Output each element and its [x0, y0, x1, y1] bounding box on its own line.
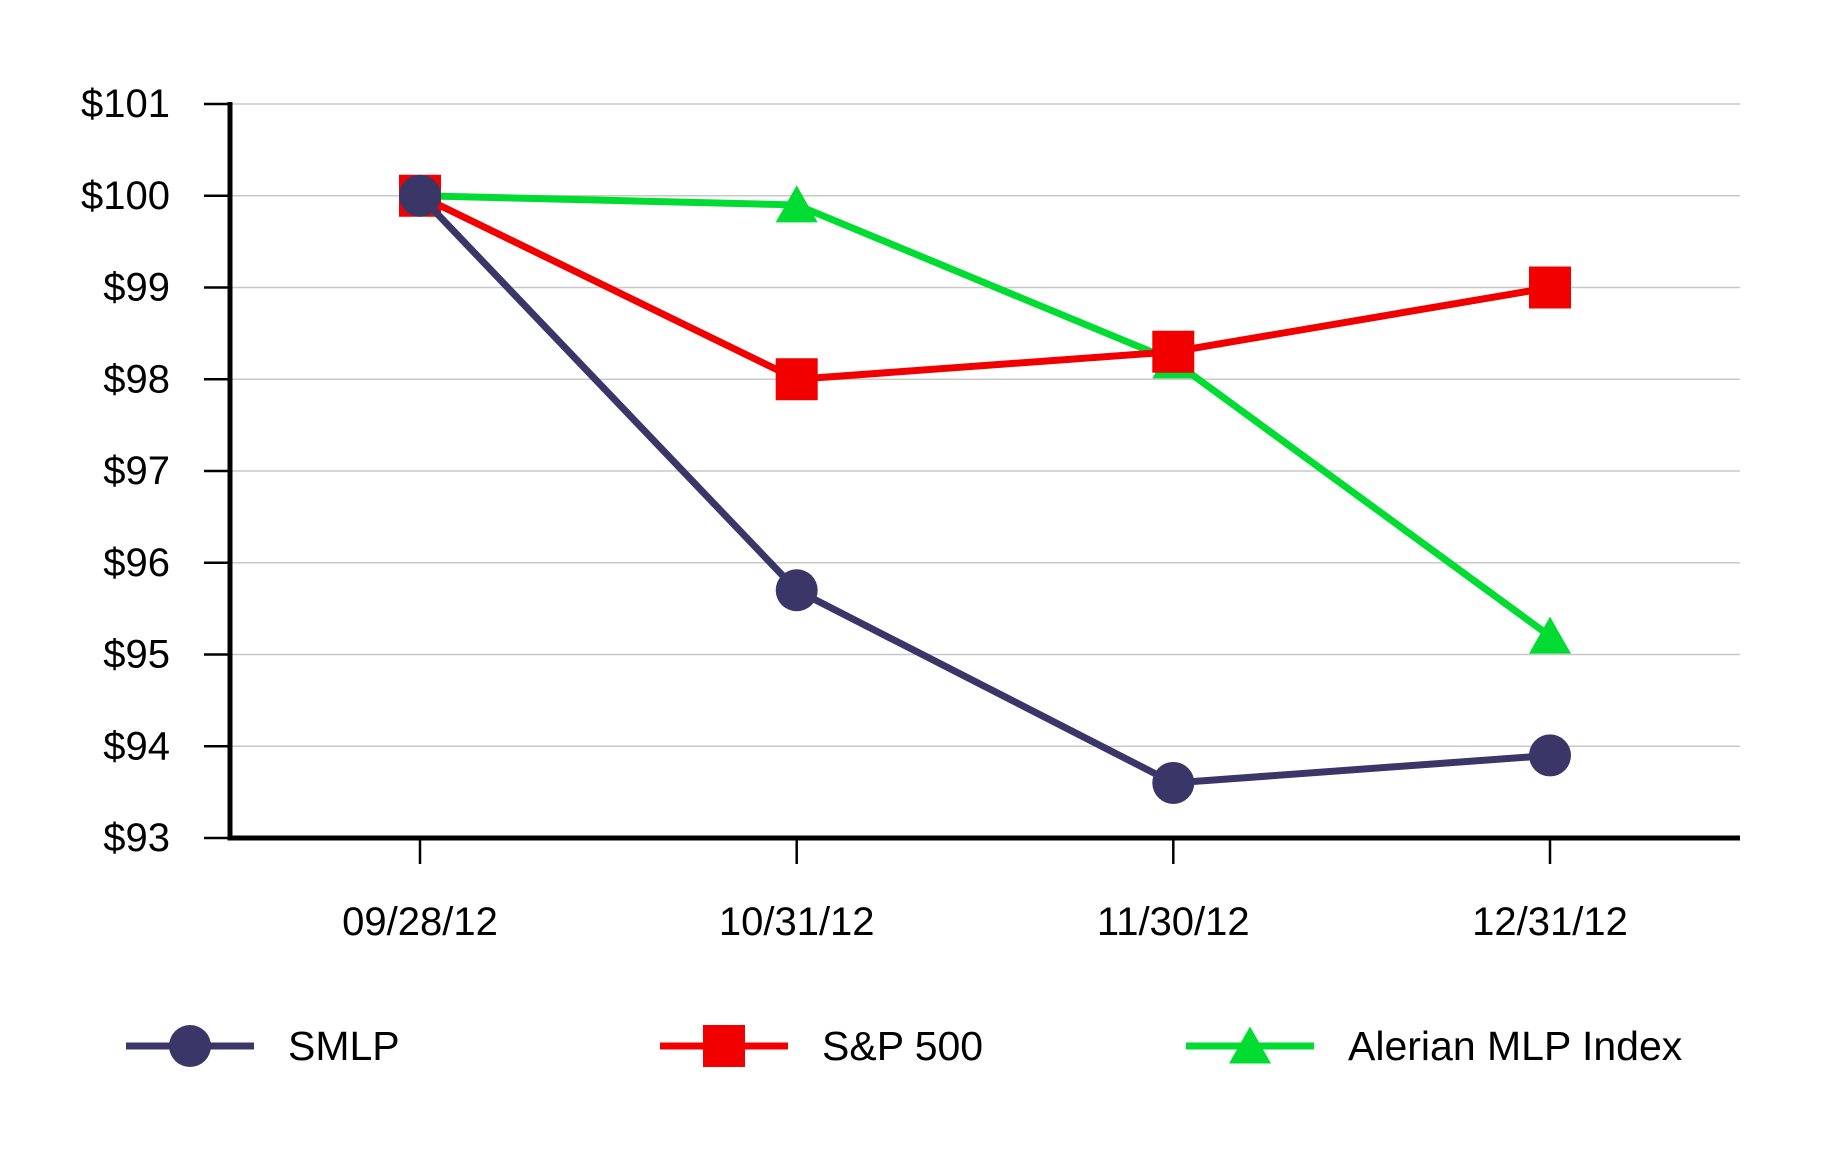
y-axis-label: $95: [103, 633, 170, 677]
y-axis-label: $97: [103, 449, 170, 493]
legend-label-smlp: SMLP: [288, 1023, 400, 1069]
series-line-s-p-500: [418, 192, 1551, 383]
marker-triangle-alerian-mlp-index: [775, 185, 818, 223]
y-axis-label: $96: [103, 541, 170, 585]
series-line-alerian-mlp-index: [419, 192, 1553, 639]
marker-circle-smlp: [775, 569, 818, 612]
x-axis-label: 12/31/12: [1472, 900, 1628, 944]
marker-circle-smlp: [1529, 734, 1571, 777]
marker-circle-smlp: [399, 174, 441, 217]
marker-square-s-p-500: [1152, 330, 1195, 373]
legend-marker-triangle-alerian-mlp-index: [1229, 1026, 1271, 1064]
marker-circle-smlp: [1152, 761, 1195, 804]
marker-triangle-alerian-mlp-index: [1529, 616, 1571, 654]
legend-label-alerian-mlp-index: Alerian MLP Index: [1348, 1023, 1683, 1069]
y-axis-label: $99: [103, 266, 170, 310]
y-axis-label: $94: [103, 724, 170, 768]
marker-square-s-p-500: [775, 358, 818, 401]
x-axis-label: 09/28/12: [342, 900, 498, 944]
legend-marker-circle-smlp: [169, 1025, 211, 1067]
y-axis-label: $98: [103, 357, 170, 401]
y-axis-label: $100: [81, 174, 170, 218]
x-axis-label: 11/30/12: [1097, 900, 1250, 944]
legend-label-s-p-500: S&P 500: [822, 1023, 983, 1069]
y-axis-label: $93: [103, 816, 170, 860]
x-axis-label: 10/31/12: [719, 900, 875, 944]
marker-square-s-p-500: [1529, 266, 1571, 309]
y-axis-label: $101: [81, 82, 170, 126]
legend-marker-square-s-p-500: [703, 1025, 745, 1067]
series-line-smlp: [417, 193, 1551, 787]
